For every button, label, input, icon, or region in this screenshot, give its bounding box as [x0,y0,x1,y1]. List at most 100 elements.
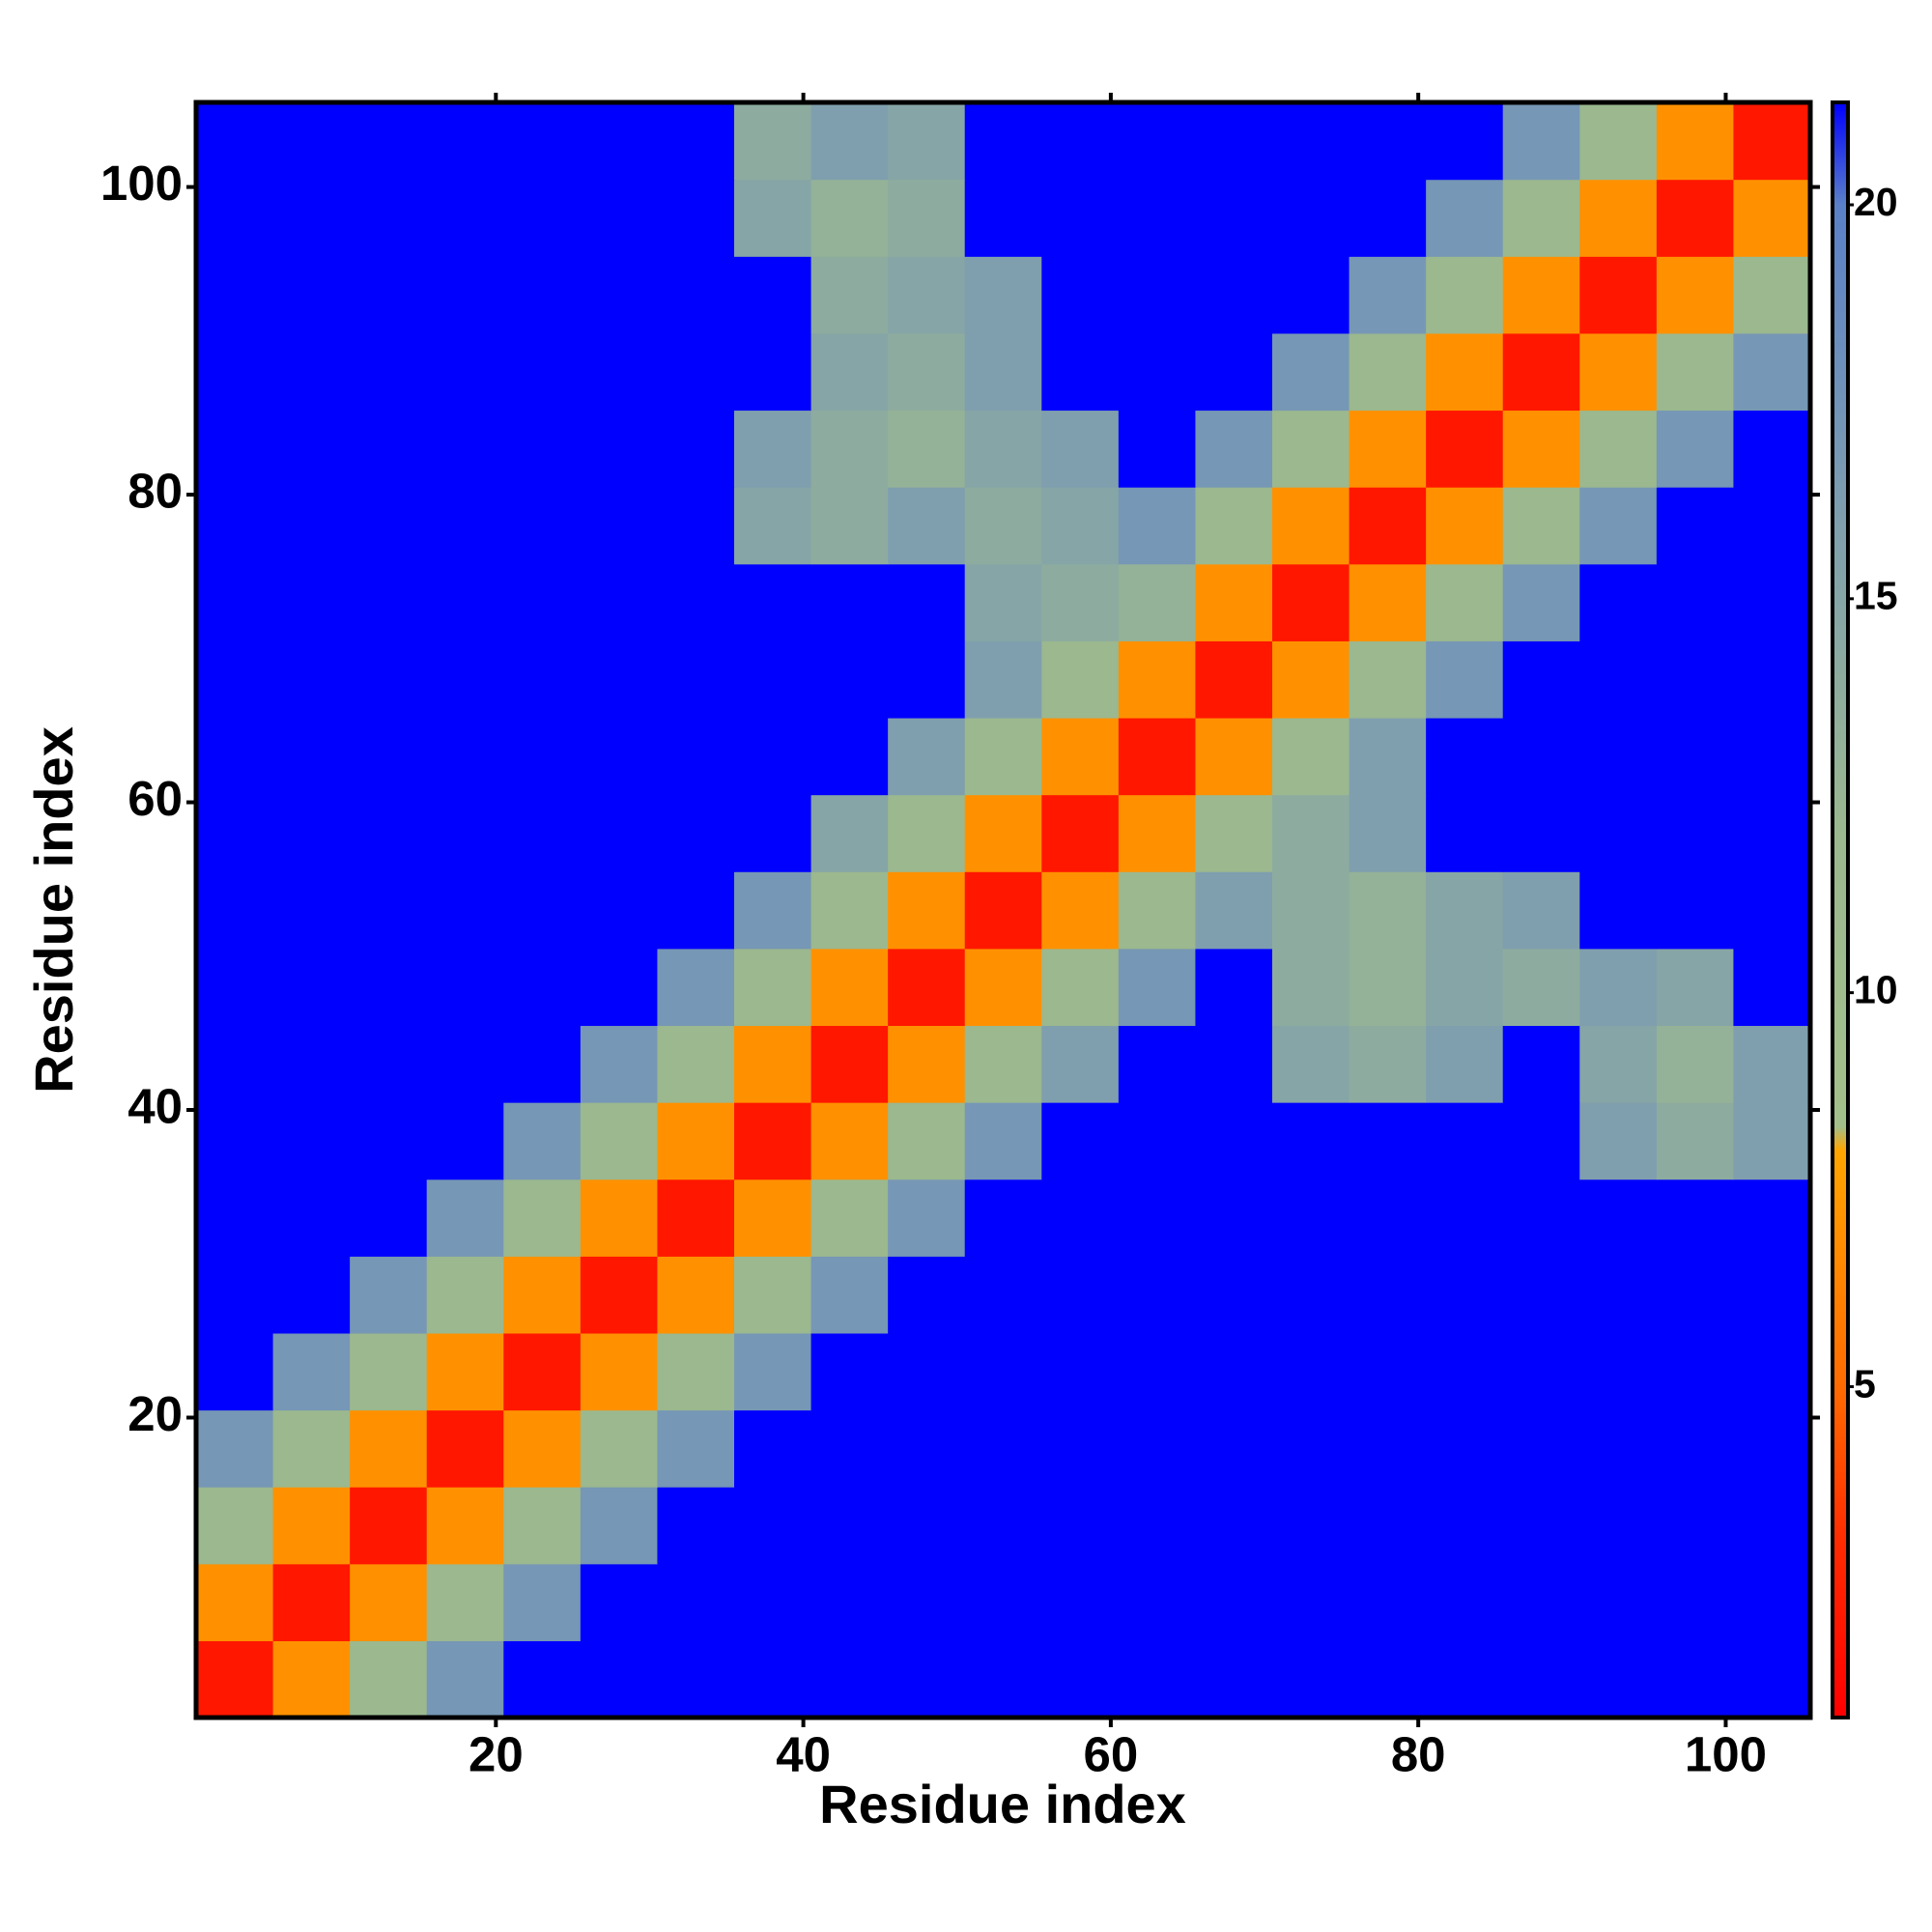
heatmap-cell [734,332,812,412]
heatmap-cell [1349,256,1427,334]
heatmap-cell [1656,410,1735,488]
heatmap-cell [1426,717,1504,796]
heatmap-cell [272,717,351,796]
heatmap-cell [1656,794,1735,872]
heatmap-cell [350,1487,428,1565]
heatmap-cell [1118,256,1197,334]
heatmap-cell [810,717,889,796]
heatmap-cell [1272,1487,1350,1565]
heatmap-cell [888,871,966,950]
heatmap-cell [810,1102,889,1180]
heatmap-cell [1041,102,1120,181]
heatmap-cell [657,487,735,565]
heatmap-cell [1656,640,1735,719]
heatmap-cell [1579,948,1658,1027]
heatmap-cell [196,1179,274,1257]
x-tick-label: 80 [1391,1726,1446,1781]
heatmap-cell [426,640,504,719]
heatmap-cell [1041,794,1120,872]
heatmap-cell [1733,1409,1811,1488]
heatmap-cell [1502,1332,1580,1411]
heatmap-cell [888,1332,966,1411]
heatmap-cell [964,948,1042,1027]
heatmap-cell [426,948,504,1027]
heatmap-cell [1195,640,1273,719]
heatmap-cell [1733,640,1811,719]
heatmap-cell [1426,1102,1504,1180]
heatmap-cell [1272,1332,1350,1411]
heatmap-cell [272,1256,351,1334]
heatmap-cell [196,1409,274,1488]
heatmap-cell [503,1563,582,1641]
heatmap-cell [888,1487,966,1565]
heatmap-cell [1349,1563,1427,1641]
heatmap-cell [1118,487,1197,565]
heatmap-cell [1579,640,1658,719]
heatmap-cell [1426,1025,1504,1103]
heatmap-cell [196,1640,274,1719]
heatmap-cell [964,410,1042,488]
heatmap-cell [1426,332,1504,412]
heatmap-cell [1502,102,1580,181]
heatmap-cell [272,1025,351,1103]
heatmap-cell [272,1640,351,1719]
heatmap-cell [964,1332,1042,1411]
heatmap-cell [1656,332,1735,412]
heatmap-cell [734,794,812,872]
heatmap-cell [350,563,428,641]
heatmap-cell [272,256,351,334]
heatmap-cell [426,1487,504,1565]
heatmap-cell [272,563,351,641]
heatmap-cell [1118,1409,1197,1488]
heatmap-cell [1041,487,1120,565]
heatmap-cell [1426,871,1504,950]
plot-frame [193,99,1813,1720]
heatmap-cell [1502,871,1580,950]
heatmap-cell [1656,102,1735,181]
heatmap-cell [1579,102,1658,181]
heatmap-cell [272,1102,351,1180]
heatmap-cell [1195,256,1273,334]
heatmap-cell [657,1563,735,1641]
heatmap-cell [350,332,428,412]
heatmap-cell [503,948,582,1027]
heatmap-cell [426,871,504,950]
heatmap-cell [1502,410,1580,488]
heatmap-cell [1349,871,1427,950]
heatmap-cell [1426,256,1504,334]
heatmap-cell [1118,102,1197,181]
heatmap-cell [1579,1563,1658,1641]
heatmap-cell [1118,794,1197,872]
heatmap-cell [580,179,659,257]
heatmap-cell [1041,948,1120,1027]
heatmap-cell [196,1256,274,1334]
heatmap-cell [1349,948,1427,1027]
heatmap-cell [1195,948,1273,1027]
heatmap-cell [1426,102,1504,181]
heatmap-cell [964,1179,1042,1257]
heatmap-cell [580,487,659,565]
heatmap-cell [272,487,351,565]
heatmap-cell [1733,871,1811,950]
x-tick-label: 100 [1685,1726,1767,1781]
heatmap-cell [888,1256,966,1334]
x-axis-label: Residue index [819,1774,1186,1834]
heatmap-cell [1733,563,1811,641]
heatmap-cell [964,563,1042,641]
heatmap-cell [350,1332,428,1411]
heatmap-cell [1349,1179,1427,1257]
heatmap-cell [1502,948,1580,1027]
heatmap-cell [1656,1563,1735,1641]
heatmap-cell [1118,1640,1197,1719]
heatmap-cell [734,1102,812,1180]
heatmap-cell [503,332,582,412]
heatmap-cell [888,948,966,1027]
heatmap-cell [888,256,966,334]
heatmap-cell [580,717,659,796]
heatmap-cell [272,179,351,257]
heatmap-cell [1502,1487,1580,1565]
heatmap-cell [734,640,812,719]
heatmap-cell [810,332,889,412]
heatmap-cell [1656,487,1735,565]
heatmap-cell [426,1102,504,1180]
